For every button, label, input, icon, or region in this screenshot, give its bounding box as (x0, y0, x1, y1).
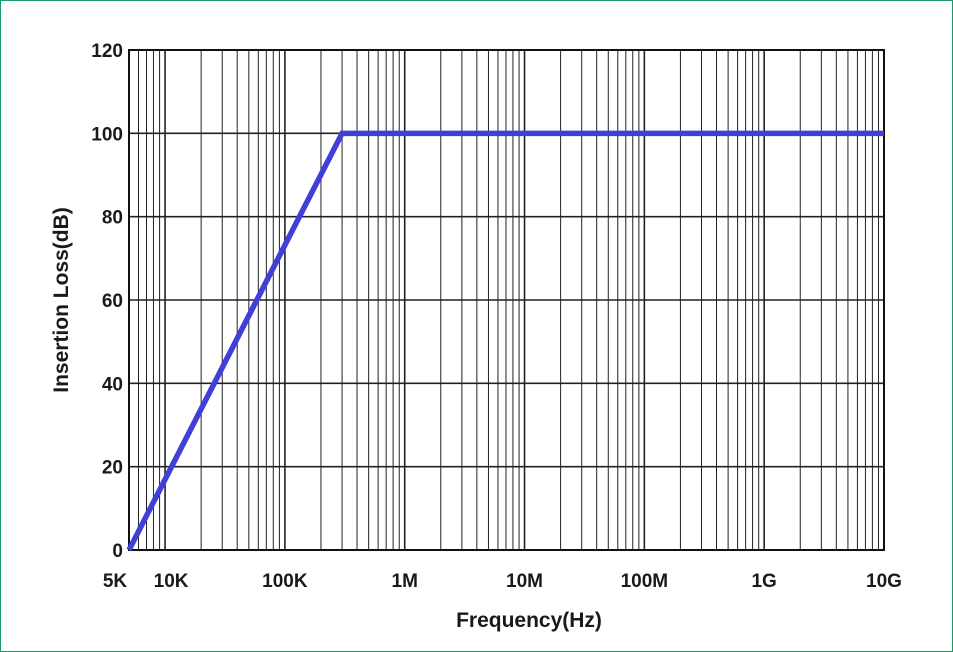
x-tick-label: 100M (621, 571, 669, 592)
y-tick-label: 40 (102, 374, 123, 395)
y-tick-label: 120 (91, 41, 123, 62)
series-line (126, 130, 884, 552)
y-tick-label: 20 (102, 458, 123, 479)
x-tick-label: 10K (154, 571, 189, 592)
x-tick-label: 10G (866, 571, 902, 592)
y-tick-label: 0 (112, 541, 123, 562)
x-tick-label: 5K (103, 571, 128, 592)
x-tick-label: 100K (262, 571, 308, 592)
x-tick-label: 1G (751, 571, 776, 592)
x-axis-label: Frequency(Hz) (456, 609, 602, 632)
y-axis-label: Insertion Loss(dB) (50, 207, 73, 393)
series-layer (126, 130, 884, 552)
y-tick-label: 80 (102, 208, 123, 229)
y-tick-labels: 0 20 40 60 80 100 120 (91, 41, 123, 562)
x-tick-label: 10M (506, 571, 543, 592)
x-tick-label: 1M (392, 571, 418, 592)
plot-border (128, 49, 885, 551)
x-tick-labels: 5K 10K 100K 1M 10M 100M 1G 10G (103, 571, 902, 592)
y-tick-label: 60 (102, 291, 123, 312)
grid (129, 50, 884, 550)
y-tick-label: 100 (91, 124, 123, 145)
